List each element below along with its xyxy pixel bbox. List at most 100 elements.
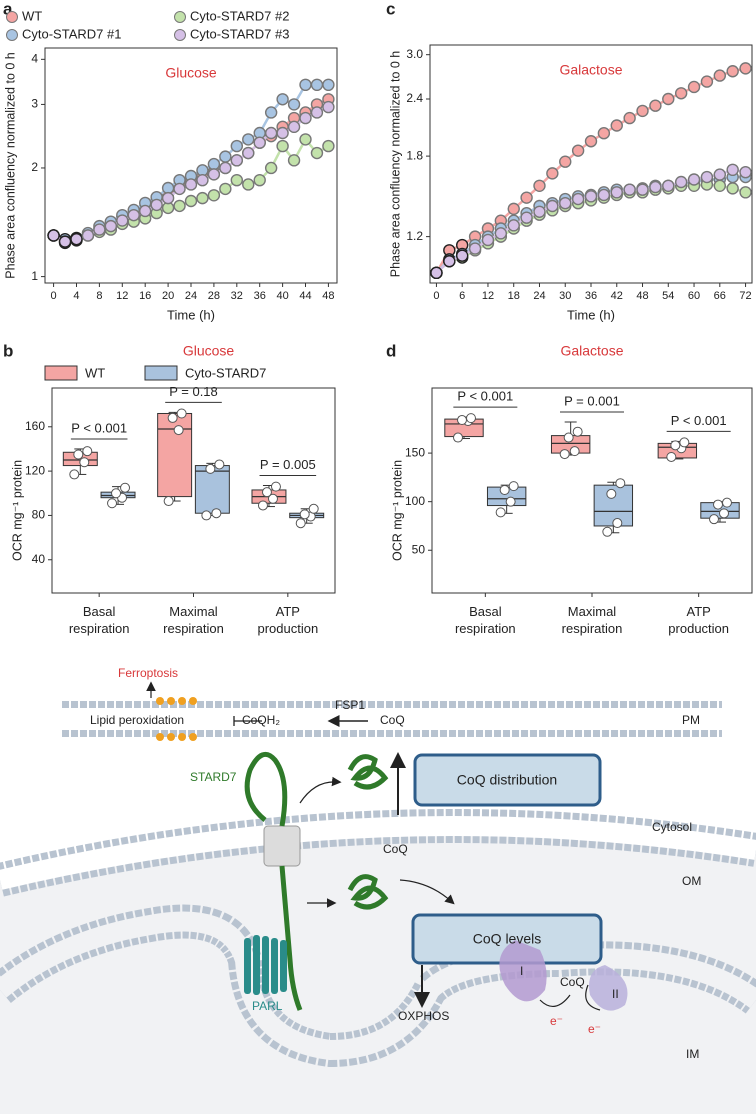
data-point	[722, 497, 732, 508]
data-point	[636, 104, 649, 118]
y-tick-label: 160	[25, 419, 45, 433]
y-tick-label: 80	[32, 508, 46, 522]
x-tick-label: ATP production	[668, 604, 729, 636]
data-point	[276, 126, 289, 140]
data-point	[726, 65, 739, 78]
data-point	[623, 183, 636, 196]
y-axis-label: OCR mg⁻¹ protein	[390, 460, 404, 561]
p-value: P < 0.001	[457, 389, 513, 404]
label: CoQ distribution	[457, 772, 557, 788]
chart-title: Glucose	[183, 343, 235, 359]
legend-marker	[174, 29, 186, 41]
data-point	[713, 499, 723, 510]
data-point	[310, 78, 324, 92]
x-tick-label: 4	[73, 290, 79, 302]
parl-protein	[244, 935, 287, 995]
data-point	[264, 126, 278, 140]
data-point	[453, 432, 463, 443]
y-axis-label: Phase area confluency normalized to 0 h	[3, 52, 17, 279]
data-point	[674, 175, 688, 189]
legend-label: Cyto-STARD7 #3	[190, 26, 289, 41]
data-point	[93, 223, 106, 236]
data-point	[533, 205, 546, 218]
data-point	[572, 426, 583, 437]
data-point	[430, 266, 443, 280]
coq-distribution-box	[413, 753, 602, 807]
data-point	[507, 202, 520, 216]
data-point	[267, 493, 278, 504]
stard7-cytosolic	[347, 874, 389, 910]
data-point	[264, 161, 278, 175]
plot-frame	[51, 387, 336, 594]
data-point	[253, 173, 266, 187]
label: STARD7	[190, 770, 237, 784]
x-tick-label: ATP production	[257, 604, 318, 636]
x-tick-label: 8	[96, 290, 102, 302]
y-tick-label: 3.0	[406, 47, 423, 61]
data-point	[310, 106, 324, 119]
y-tick-label: 1.2	[406, 229, 423, 243]
label: IM	[686, 1047, 699, 1061]
x-tick-label: 12	[482, 290, 494, 302]
data-point	[662, 179, 675, 193]
label: CoQ	[560, 975, 585, 989]
data-point	[559, 155, 572, 168]
legend-label: WT	[85, 365, 105, 380]
data-point	[73, 449, 84, 460]
label: CoQH₂	[242, 713, 280, 727]
box	[157, 412, 193, 498]
data-point	[466, 413, 476, 424]
data-point	[508, 481, 519, 492]
data-point	[287, 120, 301, 134]
x-tick-label: 24	[533, 290, 545, 302]
panel-label: a	[3, 0, 13, 18]
data-point	[127, 208, 140, 222]
data-point	[242, 146, 255, 160]
data-point	[207, 168, 221, 181]
data-point	[242, 133, 255, 146]
y-tick-label: 2	[31, 160, 38, 174]
data-point	[111, 488, 122, 499]
panel-label: b	[3, 341, 13, 360]
x-tick-label: 66	[714, 290, 726, 302]
legend-label: Cyto-STARD7	[185, 365, 266, 380]
p-value: P = 0.18	[169, 384, 218, 399]
data-point	[322, 78, 335, 92]
x-tick-label: Maximal respiration	[163, 604, 224, 636]
y-axis-label: OCR mg⁻¹ protein	[10, 460, 24, 561]
data-point	[687, 173, 701, 186]
data-point	[713, 168, 726, 181]
outer-membrane-core	[0, 816, 756, 890]
y-tick-label: 4	[31, 52, 38, 66]
legend-label: Cyto-STARD7 #2	[190, 8, 289, 23]
data-point	[322, 100, 335, 114]
label: I	[520, 964, 523, 978]
y-tick-label: 150	[405, 445, 425, 459]
data-point	[310, 146, 324, 160]
x-tick-label: Basal respiration	[455, 604, 516, 636]
y-tick-label: 40	[32, 552, 46, 566]
data-point	[184, 178, 198, 191]
data-point	[533, 179, 546, 193]
tom-pore	[263, 825, 301, 867]
x-tick-label: 30	[559, 290, 571, 302]
data-point	[299, 509, 310, 520]
x-tick-label: 36	[254, 290, 266, 302]
data-point	[70, 232, 83, 246]
data-point	[456, 249, 469, 262]
data-point	[120, 482, 131, 493]
y-tick-label: 1	[31, 269, 38, 283]
legend-marker	[6, 29, 18, 41]
data-point	[82, 446, 93, 457]
data-point	[739, 62, 752, 75]
electron-flow	[539, 984, 601, 1011]
x-tick-label: 0	[51, 290, 57, 302]
data-point	[219, 161, 232, 175]
data-point	[104, 219, 118, 233]
x-tick-label: Basal respiration	[69, 604, 130, 636]
data-point	[649, 99, 662, 112]
x-tick-label: Maximal respiration	[562, 604, 623, 636]
data-point	[299, 111, 312, 125]
mito-matrix	[0, 826, 756, 1114]
